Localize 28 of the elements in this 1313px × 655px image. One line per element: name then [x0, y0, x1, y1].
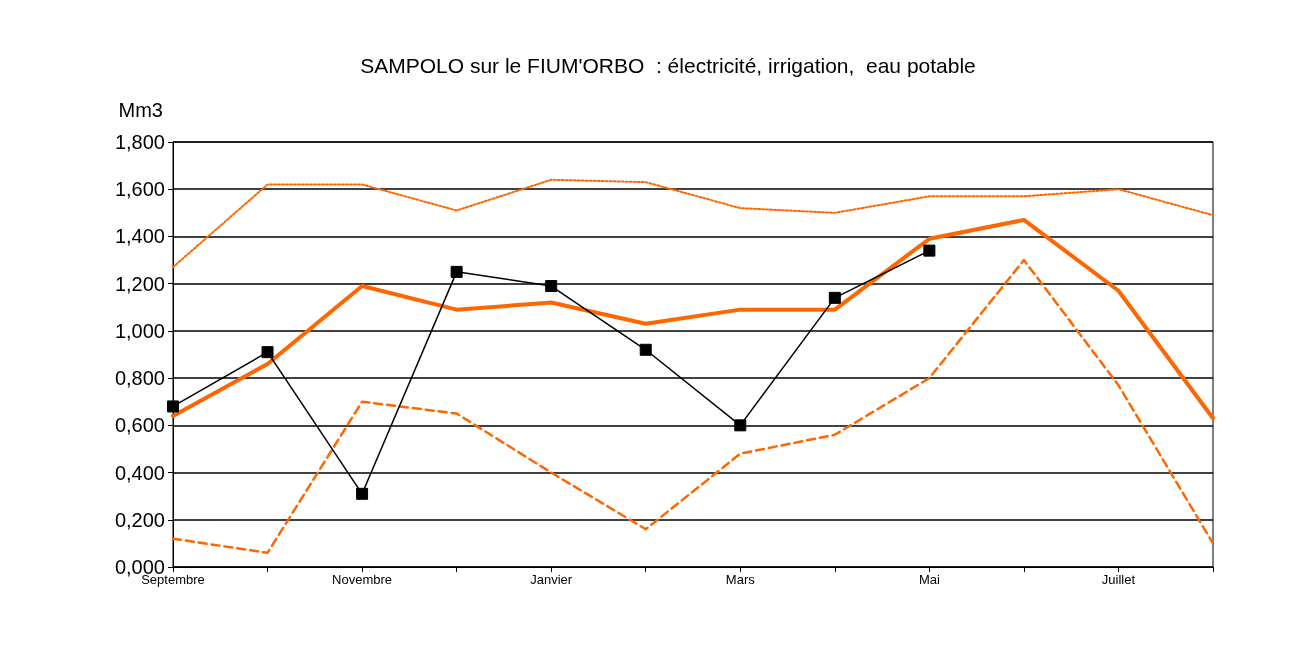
- y-tick-label: 0,400: [114, 461, 165, 484]
- line-series: [171, 217, 1215, 421]
- y-axis-title: Mm3: [118, 99, 163, 121]
- point: [828, 291, 841, 304]
- y-tick-label: 1,000: [114, 319, 165, 342]
- x-tick-label: Mars: [725, 572, 756, 587]
- y-tick-label: 0,800: [114, 367, 165, 390]
- point: [261, 346, 274, 359]
- y-tick-label: 1,800: [114, 131, 165, 153]
- point: [639, 343, 652, 356]
- y-tick-label: 1,400: [114, 225, 165, 248]
- point: [167, 400, 179, 413]
- point: [450, 265, 463, 278]
- x-tick-label: Novembre: [332, 572, 393, 587]
- x-tick-label: Janvier: [530, 572, 573, 587]
- line-series: [171, 258, 1215, 555]
- point: [734, 419, 747, 432]
- y-tick-label: 0,200: [114, 508, 165, 531]
- x-tick-label: Juillet: [1101, 572, 1136, 587]
- y-tick-label: 1,600: [114, 178, 165, 201]
- chart-title: SAMPOLO sur le FIUM'ORBO : électricité, irrigation, eau potable: [360, 54, 976, 77]
- y-tick-label: 0,000: [114, 556, 165, 578]
- y-tick-label: 0,600: [114, 414, 165, 437]
- point: [356, 487, 369, 500]
- point: [923, 244, 936, 257]
- x-tick-label: Mai: [918, 572, 940, 587]
- y-tick-label: 1,200: [114, 272, 165, 295]
- point: [545, 280, 558, 293]
